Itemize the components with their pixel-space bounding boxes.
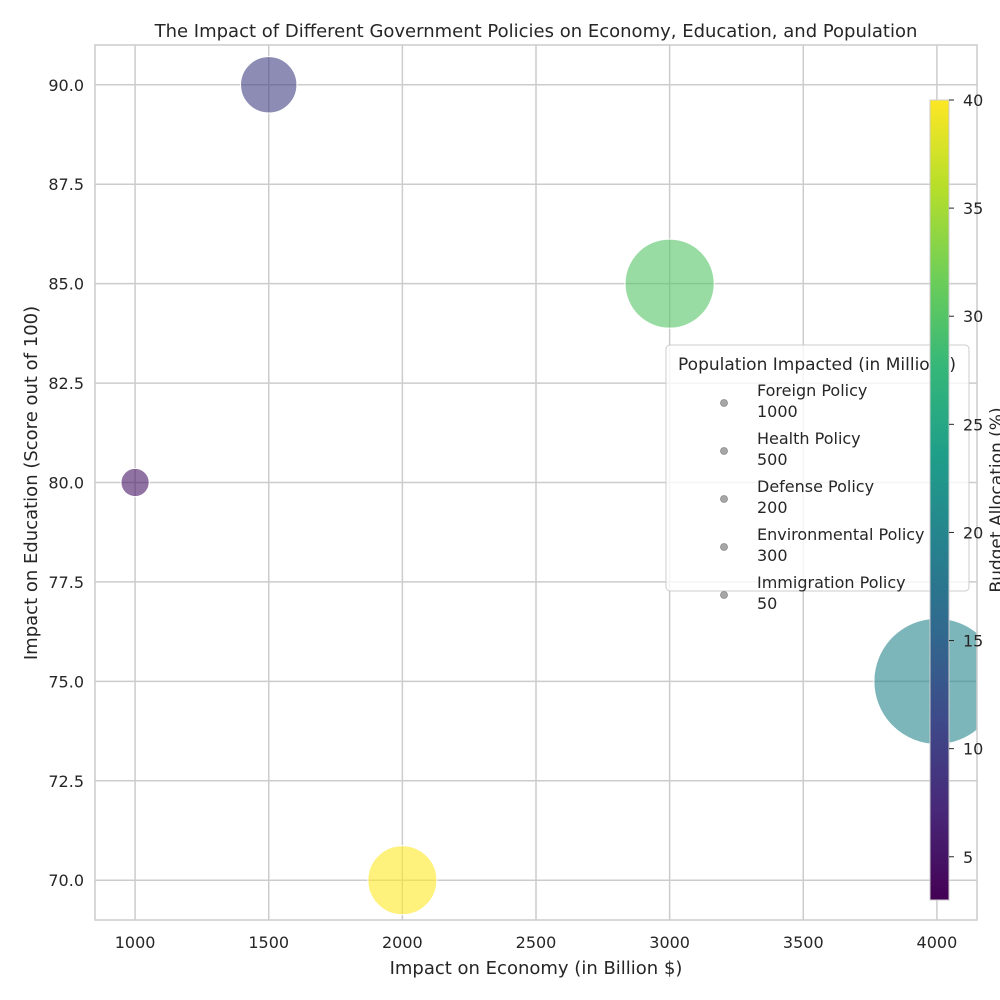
bubble-point <box>367 845 438 916</box>
legend: Population Impacted (in Millions) Foreig… <box>665 344 970 613</box>
x-tick-label: 4000 <box>917 933 958 952</box>
chart-title: The Impact of Different Government Polic… <box>154 21 918 42</box>
colorbar-tick-label: 20 <box>963 523 983 542</box>
legend-entry-value: 200 <box>757 498 788 517</box>
legend-title: Population Impacted (in Millions) <box>678 355 956 375</box>
y-tick-label: 75.0 <box>48 672 84 691</box>
colorbar-tick-label: 40 <box>963 91 983 110</box>
colorbar-tick-label: 30 <box>963 307 983 326</box>
x-tick-label: 1000 <box>115 933 156 952</box>
y-tick-label: 85.0 <box>48 275 84 294</box>
x-tick-labels: 1000 1500 2000 2500 3000 3500 4000 <box>115 933 958 952</box>
bubble-point <box>624 238 715 329</box>
colorbar-tick-label: 5 <box>963 848 973 867</box>
legend-marker <box>720 447 728 455</box>
x-tick-label: 3500 <box>783 933 824 952</box>
colorbar-tick-label: 35 <box>963 199 983 218</box>
legend-entry-name: Defense Policy <box>757 477 874 496</box>
y-tick-label: 90.0 <box>48 76 84 95</box>
legend-entry-value: 1000 <box>757 402 798 421</box>
colorbar-tick-label: 15 <box>963 632 983 651</box>
colorbar-gradient <box>929 99 950 901</box>
x-tick-label: 2000 <box>382 933 423 952</box>
bubbles <box>120 56 977 916</box>
y-tick-label: 77.5 <box>48 573 84 592</box>
y-tick-label: 70.0 <box>48 871 84 890</box>
x-tick-label: 3000 <box>649 933 690 952</box>
legend-marker <box>720 495 728 503</box>
axes-frame <box>94 44 978 921</box>
legend-box <box>665 344 970 592</box>
legend-marker <box>720 591 728 599</box>
legend-marker <box>720 399 728 407</box>
y-tick-label: 82.5 <box>48 374 84 393</box>
legend-entry-value: 50 <box>757 594 777 613</box>
legend-entry-name: Health Policy <box>757 429 861 448</box>
colorbar-ticks: 5 10 15 20 25 30 35 40 <box>949 91 983 867</box>
colorbar-tick-label: 10 <box>963 740 983 759</box>
colorbar: 5 10 15 20 25 30 35 40 Budget Allocation (%) <box>929 91 1000 901</box>
legend-entry-name: Immigration Policy <box>757 573 906 592</box>
y-tick-label: 80.0 <box>48 474 84 493</box>
legend-entry-value: 500 <box>757 450 788 469</box>
legend-entry-name: Foreign Policy <box>757 381 867 400</box>
legend-entries: Foreign Policy 1000 Health Policy 500 Defens… <box>720 381 925 613</box>
y-tick-label: 72.5 <box>48 772 84 791</box>
y-tick-labels: 70.0 72.5 75.0 77.5 80.0 82.5 85.0 87.5 90.0 <box>48 76 84 890</box>
legend-entry-name: Environmental Policy <box>757 525 925 544</box>
bubble-point <box>120 467 150 498</box>
legend-marker <box>720 543 728 551</box>
x-tick-label: 1500 <box>248 933 289 952</box>
y-tick-label: 87.5 <box>48 175 84 194</box>
x-axis-label: Impact on Economy (in Billion $) <box>390 958 683 979</box>
x-tick-label: 2500 <box>516 933 557 952</box>
bubble-point <box>240 56 298 114</box>
legend-entry-value: 300 <box>757 546 788 565</box>
y-axis-label: Impact on Education (Score out of 100) <box>21 306 42 660</box>
colorbar-tick-label: 25 <box>963 415 983 434</box>
colorbar-label: Budget Allocation (%) <box>987 407 1000 592</box>
